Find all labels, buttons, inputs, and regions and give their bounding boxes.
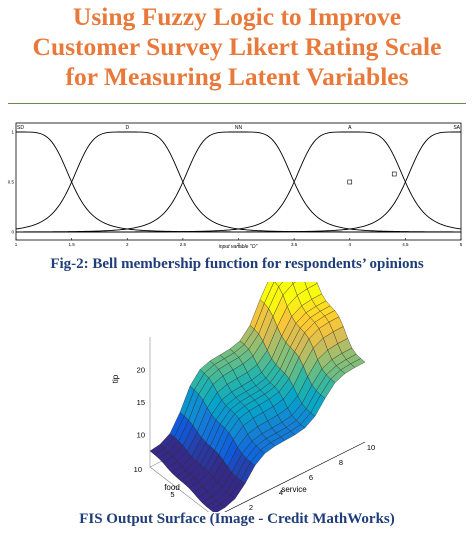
x-tick-label: 6: [309, 473, 313, 482]
mf-label-sa: SA: [453, 125, 460, 131]
x-tick-label: 4: [348, 242, 351, 247]
y-tick-label: 5: [170, 490, 174, 499]
membership-function-chart: SD D NN A SA 1 1.5 2 2.5 3 3.5 4 4.5 5 0 0.5 1 input v…: [8, 122, 463, 250]
title-divider: [8, 103, 466, 104]
x-tick-label: 10: [367, 443, 375, 452]
z-tick-label: 15: [137, 398, 145, 407]
x-tick-label: 2: [126, 242, 129, 247]
x-tick-label: 5: [460, 242, 463, 247]
mf-curve-sa: [16, 131, 461, 233]
z-tick-label: 10: [137, 431, 145, 440]
title-line-1: Using Fuzzy Logic to Improve: [72, 2, 402, 31]
surface-patch: [274, 282, 283, 287]
y-tick-label: 1: [11, 130, 14, 135]
y-tick-label: 0: [11, 230, 14, 235]
surface-patch: [350, 358, 366, 368]
z-tick-label: 20: [137, 366, 145, 375]
x-axis-label: input variable "O": [219, 244, 258, 250]
x-tick-label: 1: [15, 242, 18, 247]
x-tick-label: 1.5: [68, 242, 75, 247]
mf-curve-nn: [16, 131, 461, 233]
x-axis-line: [224, 441, 366, 512]
mf-marker: [391, 171, 397, 177]
mf-label-d: D: [125, 125, 129, 131]
title-line-3: for Measuring Latent Variables: [65, 62, 409, 91]
x-tick-label: 2.5: [180, 242, 187, 247]
x-axis-label-surface: service: [281, 485, 307, 494]
x-tick-label: 2: [249, 503, 253, 512]
mf-label-a: A: [348, 125, 352, 131]
page-title: Using Fuzzy Logic to Improve Customer Su…: [0, 2, 474, 92]
title-line-2: Customer Survey Likert Rating Scale: [32, 32, 442, 61]
x-tick-label: 8: [339, 458, 343, 467]
y-axis-label: food: [164, 483, 180, 492]
mf-marker: [347, 179, 353, 185]
mf-label-sd: SD: [17, 125, 24, 131]
y-tick-label: 0.5: [8, 180, 15, 185]
x-tick-label: 4: [279, 488, 283, 497]
surface-caption: FIS Output Surface (Image - Credit MathW…: [79, 511, 395, 527]
fis-output-surface-chart: 10152005100246810 tip food service: [111, 282, 375, 512]
plot-area-frame: [15, 122, 462, 241]
y-tick-label: 10: [134, 465, 142, 474]
x-tick-label: 3.5: [291, 242, 298, 247]
mf-label-nn: NN: [235, 125, 243, 131]
z-axis-label: tip: [111, 374, 120, 383]
fig2-caption: Fig-2: Bell membership function for resp…: [50, 256, 424, 272]
x-tick-label: 3: [237, 242, 240, 247]
x-tick-label: 4.5: [402, 242, 409, 247]
